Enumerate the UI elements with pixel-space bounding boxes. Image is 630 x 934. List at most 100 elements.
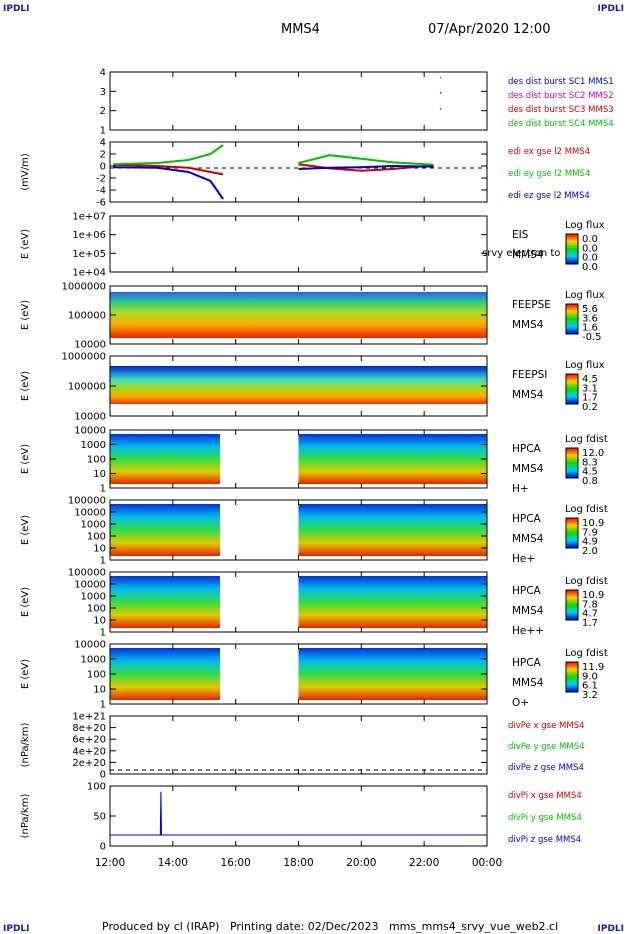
colorbar-label: 9.0 bbox=[582, 671, 598, 682]
y-tick-label: 100000 bbox=[68, 568, 106, 579]
side-label: FEEPSI bbox=[512, 369, 547, 381]
hpca-spectrogram-segment bbox=[110, 576, 220, 628]
y-tick-label: 10 bbox=[93, 685, 106, 696]
y-axis-label: E (eV) bbox=[20, 444, 31, 474]
y-tick-label: 1e+06 bbox=[72, 230, 106, 241]
side-label: O+ bbox=[512, 697, 529, 709]
hpca-spectrogram-segment bbox=[298, 576, 487, 628]
y-tick-label: 10 bbox=[93, 469, 106, 480]
x-tick-label: 16:00 bbox=[221, 857, 251, 869]
y-tick-label: 1e+05 bbox=[72, 249, 106, 260]
x-tick-label: 00:00 bbox=[472, 857, 502, 869]
y-tick-label: 1e+07 bbox=[72, 212, 106, 223]
side-label: FEEPSE bbox=[512, 299, 551, 311]
side-label: MMS4 bbox=[512, 249, 544, 261]
y-tick-label: 100 bbox=[87, 670, 106, 681]
legend-entry: edi ez gse l2 MMS4 bbox=[508, 191, 590, 201]
header-datetime: 07/Apr/2020 12:00 bbox=[428, 22, 551, 37]
side-label: MMS4 bbox=[512, 677, 544, 689]
legend-entry: divPi z gse MMS4 bbox=[508, 835, 581, 845]
colorbar bbox=[565, 303, 579, 335]
y-tick-label: 10000 bbox=[74, 640, 106, 651]
side-label: MMS4 bbox=[512, 533, 544, 545]
corner-label-top-left: IPDLI bbox=[3, 4, 30, 14]
side-label: MMS4 bbox=[512, 319, 544, 331]
y-tick-label: 6e+20 bbox=[72, 735, 106, 746]
colorbar bbox=[565, 661, 579, 693]
y-tick-label: 1 bbox=[100, 700, 106, 711]
colorbar-label: 10.9 bbox=[582, 518, 604, 529]
legend-entry: des dist burst SC4 MMS4 bbox=[508, 119, 614, 129]
y-tick-label: 10000 bbox=[74, 580, 106, 591]
corner-label-bottom-right: IPDLI bbox=[597, 924, 625, 934]
y-tick-label: 1e+04 bbox=[72, 268, 106, 279]
series-line bbox=[298, 154, 434, 166]
colorbar bbox=[565, 517, 579, 549]
y-tick-label: -4 bbox=[96, 186, 106, 197]
y-tick-label: 1000 bbox=[81, 520, 106, 531]
colorbar-label: 3.6 bbox=[582, 313, 598, 324]
legend-entry: divPe y gse MMS4 bbox=[508, 742, 585, 752]
colorbar-label: 3.1 bbox=[582, 383, 598, 394]
side-label: HPCA bbox=[512, 513, 542, 525]
colorbar-label: 2.0 bbox=[582, 546, 598, 557]
colorbar-label: 1.6 bbox=[582, 323, 598, 334]
y-tick-label: 10000 bbox=[74, 340, 106, 351]
y-axis-label: E (eV) bbox=[20, 515, 31, 545]
side-label: EIS bbox=[512, 229, 529, 241]
side-label: HPCA bbox=[512, 585, 542, 597]
overlay-label: srvy electron to bbox=[482, 248, 560, 259]
y-tick-label: 100 bbox=[87, 532, 106, 543]
colorbar-label: 1.7 bbox=[582, 618, 598, 629]
colorbar-title: Log fdist bbox=[565, 434, 608, 445]
series-line bbox=[298, 164, 434, 170]
y-tick-label: 4 bbox=[100, 138, 106, 149]
hpca-spectrogram-segment bbox=[298, 434, 487, 484]
hpca-spectrogram-segment bbox=[110, 648, 220, 700]
y-axis-label: E (eV) bbox=[20, 659, 31, 689]
series-line bbox=[113, 144, 224, 166]
colorbar-label: 10.9 bbox=[582, 590, 604, 601]
series-line bbox=[298, 163, 434, 172]
side-label: He+ bbox=[512, 553, 535, 565]
y-tick-label: 1000000 bbox=[61, 352, 106, 363]
hpca-spectrogram-segment bbox=[110, 434, 220, 484]
y-tick-label: 10 bbox=[93, 544, 106, 555]
colorbar-label: 6.1 bbox=[582, 681, 598, 692]
y-axis-label: E (eV) bbox=[20, 229, 31, 259]
corner-label-top-right: IPDLI bbox=[597, 4, 625, 14]
feepsi-spectrogram bbox=[110, 366, 487, 404]
y-tick-label: 10000 bbox=[74, 426, 106, 437]
side-label: He++ bbox=[512, 625, 544, 637]
x-tick-label: 18:00 bbox=[283, 857, 313, 869]
legend-entry: divPe x gse MMS4 bbox=[508, 721, 585, 731]
x-tick-label: 20:00 bbox=[346, 857, 376, 869]
side-label: H+ bbox=[512, 483, 529, 495]
y-tick-label: 100 bbox=[87, 604, 106, 615]
colorbar-label: -0.5 bbox=[582, 332, 602, 343]
colorbar bbox=[565, 233, 579, 265]
colorbar-title: Log fdist bbox=[565, 504, 608, 515]
hpca-spectrogram-segment bbox=[110, 504, 220, 556]
y-axis-label: (nPa/km) bbox=[20, 723, 31, 768]
y-tick-label: 50 bbox=[93, 812, 106, 823]
y-tick-label: 0 bbox=[100, 842, 106, 853]
y-axis-label: (nPa/km) bbox=[20, 794, 31, 839]
y-tick-label: 0 bbox=[100, 162, 106, 173]
corner-label-bottom-left: IPDLI bbox=[3, 924, 30, 934]
panel-p9: 10000 1000 100 10 1 E (eV) HPCA MMS4 O+ Log fdist… bbox=[20, 640, 608, 711]
y-tick-label: 8e+20 bbox=[72, 723, 106, 734]
y-tick-label: 4 bbox=[100, 68, 106, 79]
series-line bbox=[110, 791, 487, 836]
y-tick-label: 1e+21 bbox=[72, 712, 106, 723]
side-label: HPCA bbox=[512, 443, 542, 455]
y-axis-label: E (eV) bbox=[20, 371, 31, 401]
legend-entry: edi ex gse l2 MMS4 bbox=[508, 147, 590, 157]
y-tick-label: 1000 bbox=[81, 440, 106, 451]
colorbar-label: 4.7 bbox=[582, 609, 598, 620]
y-tick-label: 1 bbox=[100, 484, 106, 495]
colorbar-label: 4.9 bbox=[582, 537, 598, 548]
